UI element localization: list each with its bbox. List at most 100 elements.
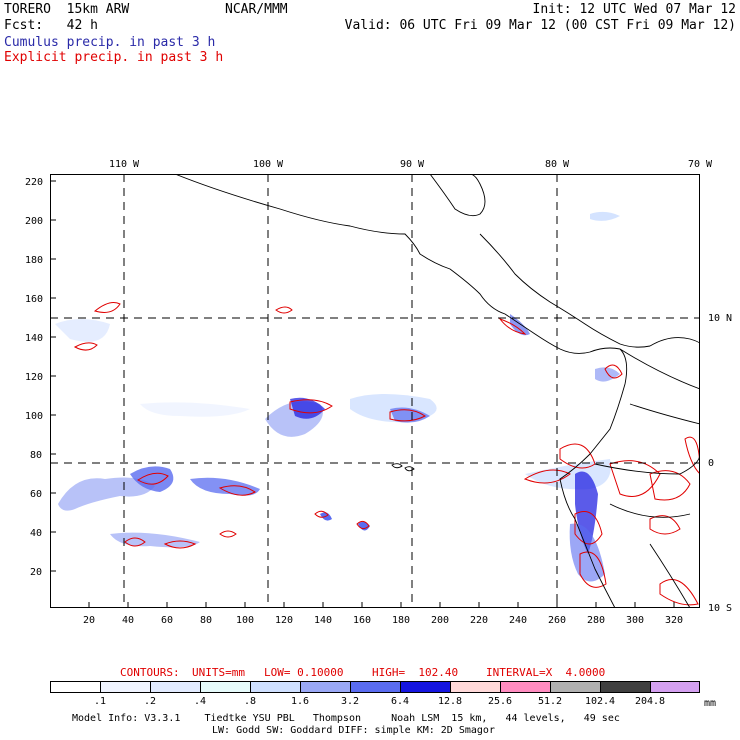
init-time: Init: 12 UTC Wed 07 Mar 12 — [532, 2, 737, 17]
y-tick-label: 180 — [25, 255, 44, 266]
x-tick-label: 240 — [508, 615, 528, 626]
x-tick-label: 220 — [469, 615, 489, 626]
y-tick-label: 60 — [30, 489, 43, 500]
org-label: NCAR/MMM — [225, 2, 288, 17]
x-tick-label: 200 — [430, 615, 450, 626]
legend-swatch — [100, 681, 150, 693]
legend-swatch — [600, 681, 650, 693]
precip-contour — [649, 515, 681, 535]
colombia-coast — [589, 348, 628, 455]
legend-label: 12.8 — [437, 696, 463, 707]
x-tick-label: 80 — [199, 615, 213, 626]
legend-swatch — [350, 681, 400, 693]
precip-map — [50, 174, 700, 608]
low-value: LOW= 0.10000 — [264, 666, 344, 679]
legend-label: .4 — [193, 696, 207, 707]
precip-contour — [93, 302, 121, 313]
explicit-field-label: Explicit precip. in past 3 h — [4, 50, 224, 65]
explicit-precip-contours — [73, 302, 700, 606]
legend-label: 51.2 — [537, 696, 563, 707]
legend-label: 204.8 — [634, 696, 666, 707]
central-america-caribbean — [479, 233, 651, 348]
border — [609, 503, 691, 518]
cumulus-field-label: Cumulus precip. in past 3 h — [4, 35, 216, 50]
legend-label: .2 — [143, 696, 157, 707]
precip-contour — [389, 409, 426, 422]
precip-contour — [579, 551, 607, 588]
legend-label: .1 — [93, 696, 107, 707]
high-value: HIGH= 102.40 — [372, 666, 459, 679]
legend-swatch — [550, 681, 600, 693]
precip-area — [390, 407, 430, 423]
precip-area — [110, 532, 200, 548]
galapagos — [404, 466, 415, 472]
graticule — [50, 174, 700, 608]
precip-contour — [649, 470, 691, 501]
mexico-coast — [174, 174, 561, 350]
y-tick-label: 220 — [25, 177, 44, 188]
plot-frame — [50, 174, 700, 608]
precip-contour — [275, 306, 293, 314]
lon-label-110w: 110 W — [108, 159, 140, 170]
precip-area — [140, 402, 250, 417]
venezuela-coast — [649, 337, 700, 347]
y-tick-label: 100 — [25, 411, 44, 422]
valid-time: Valid: 06 UTC Fri 09 Mar 12 (00 CST Fri … — [344, 18, 736, 33]
x-tick-label: 180 — [391, 615, 411, 626]
y-tick-label: 140 — [25, 333, 44, 344]
panama — [559, 347, 621, 354]
forecast-hour: Fcst: 42 h — [4, 18, 98, 33]
precip-contour — [559, 443, 596, 469]
precip-area — [590, 211, 620, 221]
precip-contour — [523, 469, 571, 484]
y-tick-label: 120 — [25, 372, 44, 383]
physics-info: LW: Godd SW: Goddard DIFF: simple KM: 2D… — [212, 725, 495, 736]
x-tick-label: 260 — [547, 615, 567, 626]
precip-contour — [356, 520, 370, 530]
y-tick-label: 20 — [30, 567, 43, 578]
ecuador-peru-coast — [559, 453, 616, 608]
precip-contour — [684, 436, 700, 475]
lat-label-10s: 10 S — [708, 603, 733, 614]
border — [649, 543, 691, 608]
legend-label: 3.2 — [340, 696, 360, 707]
precip-contour — [574, 511, 603, 545]
interval-value: INTERVAL=X 4.0000 — [486, 666, 606, 679]
legend-swatch — [500, 681, 550, 693]
yucatan-coast — [429, 174, 486, 217]
galapagos — [391, 463, 403, 469]
lat-label-10n: 10 N — [708, 313, 733, 324]
precip-contour — [314, 510, 329, 518]
precip-contour — [163, 540, 197, 549]
legend-swatch — [650, 681, 700, 693]
precip-contour — [73, 342, 98, 351]
y-tick-label: 40 — [30, 528, 43, 539]
precip-contour — [218, 485, 256, 496]
border — [594, 453, 700, 475]
precip-contour — [609, 460, 661, 497]
model-info: Model Info: V3.3.1 Tiedtke YSU PBL Thomp… — [72, 713, 620, 724]
legend-swatch — [450, 681, 500, 693]
y-tick-label: 200 — [25, 216, 44, 227]
x-tick-label: 40 — [121, 615, 135, 626]
model-title: TORERO 15km ARW — [4, 2, 130, 17]
x-tick-label: 120 — [274, 615, 294, 626]
lon-label-80w: 80 W — [544, 159, 570, 170]
precip-area — [290, 397, 325, 419]
legend-label: 1.6 — [290, 696, 310, 707]
legend-label: 102.4 — [584, 696, 616, 707]
legend-label: 25.6 — [487, 696, 513, 707]
lon-label-70w: 70 W — [687, 159, 713, 170]
border — [619, 348, 700, 390]
y-tick-label: 160 — [25, 294, 44, 305]
precip-area — [130, 466, 174, 492]
legend-swatch — [150, 681, 200, 693]
precip-area — [58, 477, 155, 511]
x-tick-label: 100 — [235, 615, 255, 626]
contours-label: CONTOURS: — [120, 666, 180, 679]
legend-unit: mm — [704, 698, 717, 709]
x-tick-label: 160 — [352, 615, 372, 626]
x-tick-label: 320 — [664, 615, 684, 626]
lat-label-eq: 0 — [708, 458, 715, 469]
x-tick-label: 20 — [82, 615, 96, 626]
